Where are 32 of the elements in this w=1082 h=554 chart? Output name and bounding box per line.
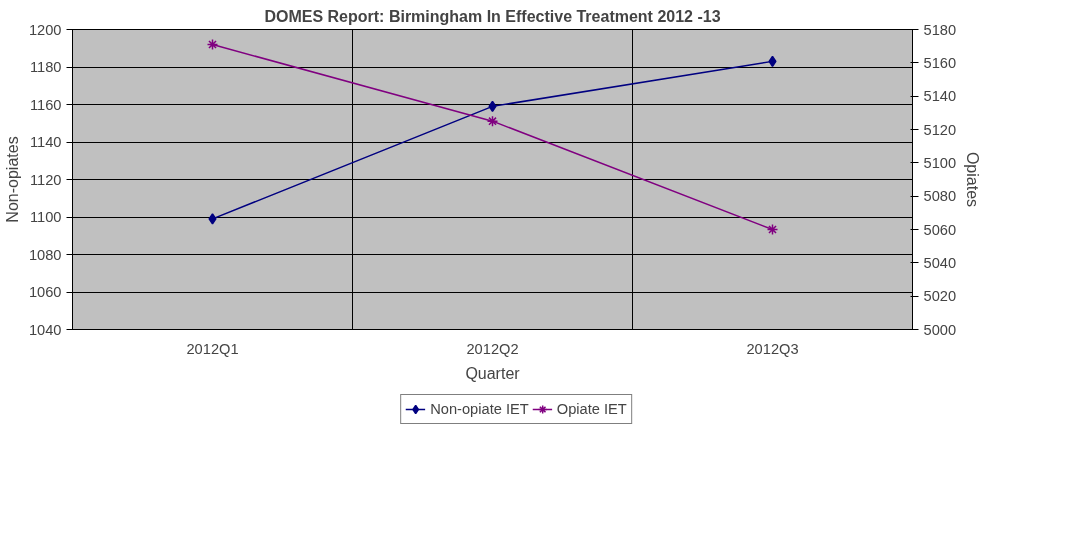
legend-label: Opiate IET — [556, 401, 627, 417]
x-tick-label: 2012Q3 — [746, 340, 799, 357]
y-tick-label: 1040 — [28, 321, 62, 338]
y-tick-label: 1080 — [28, 246, 62, 263]
y2-axis-title: Opiates — [964, 151, 982, 208]
y2-tick-label: 5180 — [923, 21, 957, 38]
x-tick-label: 2012Q1 — [186, 340, 239, 357]
point — [206, 38, 219, 51]
y2-tick-label: 5120 — [923, 121, 957, 138]
point — [486, 115, 499, 127]
y2-tick-label: 5140 — [923, 88, 957, 105]
point — [208, 213, 217, 225]
y2-tick-label: 5000 — [923, 321, 957, 338]
x-tick-label: 2012Q2 — [466, 340, 519, 357]
y2-tick-label: 5100 — [923, 154, 957, 171]
y-tick-label: 1060 — [28, 284, 62, 300]
y-tick-label: 1180 — [29, 59, 62, 75]
y-tick-label: 1160 — [29, 96, 62, 113]
legend-label: Non-opiate IET — [430, 401, 529, 417]
y-tick-label: 1200 — [28, 21, 62, 38]
y2-tick-label: 5040 — [923, 254, 957, 271]
chart-title: DOMES Report: Birmingham In Effective Treatment 2012 -13 — [264, 7, 721, 25]
y-tick-label: 1100 — [29, 209, 62, 225]
y-tick-label: 1140 — [29, 134, 62, 150]
x-axis-title: Quarter — [465, 364, 521, 382]
y-axis-title: Non-opiates — [3, 136, 21, 223]
point — [766, 223, 779, 236]
y2-tick-label: 5080 — [923, 188, 957, 205]
y2-tick-label: 5060 — [923, 221, 957, 238]
y-tick-label: 1120 — [29, 171, 62, 188]
y2-tick-label: 5160 — [923, 54, 957, 71]
y2-tick-label: 5020 — [923, 288, 957, 305]
